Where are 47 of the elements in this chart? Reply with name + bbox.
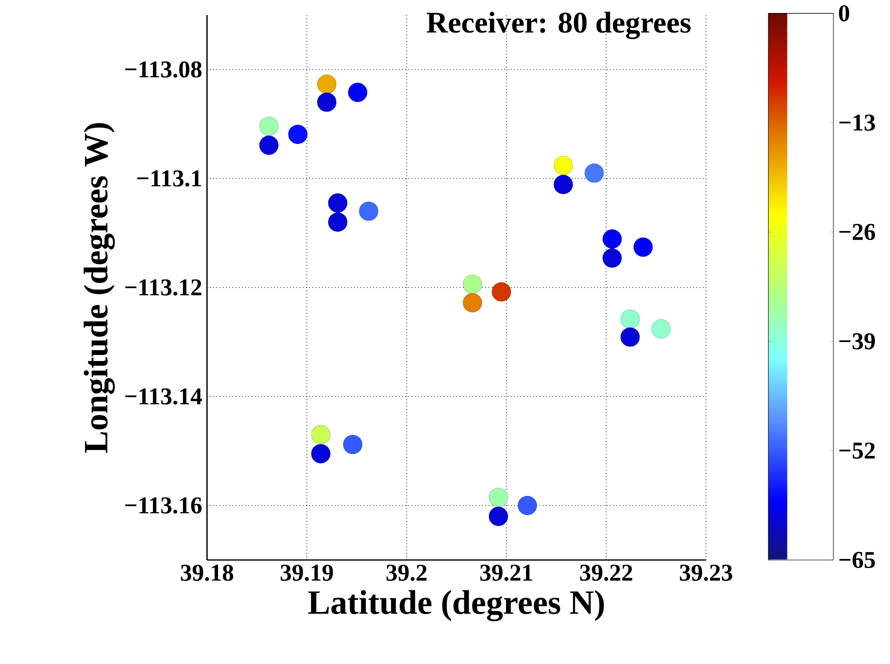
point (462, 293, 482, 312)
y-tick-label: −113.08 (125, 61, 202, 78)
point (259, 116, 278, 136)
point (620, 309, 640, 329)
x-tick-label: 39.22 (580, 564, 632, 581)
point (348, 82, 368, 102)
point (651, 319, 671, 339)
y-tick-label: −113.16 (125, 497, 202, 514)
point (359, 202, 378, 221)
point (288, 124, 308, 144)
point (317, 74, 336, 94)
color-bar-label: 0 (839, 5, 850, 22)
point (328, 193, 348, 213)
point (602, 229, 622, 249)
color-bar-label: −52 (839, 442, 875, 459)
color-bar-label: −65 (839, 552, 875, 568)
point (518, 496, 537, 516)
point (634, 238, 653, 257)
point (488, 506, 508, 526)
chart-title: Receiver: 80 degrees (426, 12, 691, 40)
y-axis-title: Longitude (degrees W) (84, 123, 115, 453)
x-tick-label: 39.19 (280, 564, 333, 581)
point (620, 327, 640, 347)
point (462, 274, 482, 294)
point (492, 282, 512, 302)
y-tick-label: −113.14 (125, 388, 202, 405)
point (554, 156, 573, 176)
point (554, 174, 573, 194)
y-tick-label: −113.12 (125, 279, 202, 296)
color-bar-label: −39 (839, 333, 875, 350)
point (259, 136, 278, 155)
point (328, 212, 348, 232)
x-axis-title: Latitude (degrees N) (308, 590, 604, 622)
point (602, 248, 622, 268)
x-tick-label: 39.2 (386, 564, 427, 581)
point (311, 425, 330, 444)
x-tick-label: 39.23 (680, 564, 732, 581)
x-tick-label: 39.21 (480, 564, 532, 581)
point (488, 488, 508, 507)
color-bar-label: −13 (839, 114, 875, 131)
point (584, 163, 604, 183)
point (317, 92, 336, 112)
x-tick-label: 39.18 (180, 564, 234, 581)
color-bar-label: −26 (839, 224, 876, 240)
point (343, 434, 362, 454)
y-tick-label: −113.1 (137, 170, 202, 187)
point (311, 444, 330, 464)
